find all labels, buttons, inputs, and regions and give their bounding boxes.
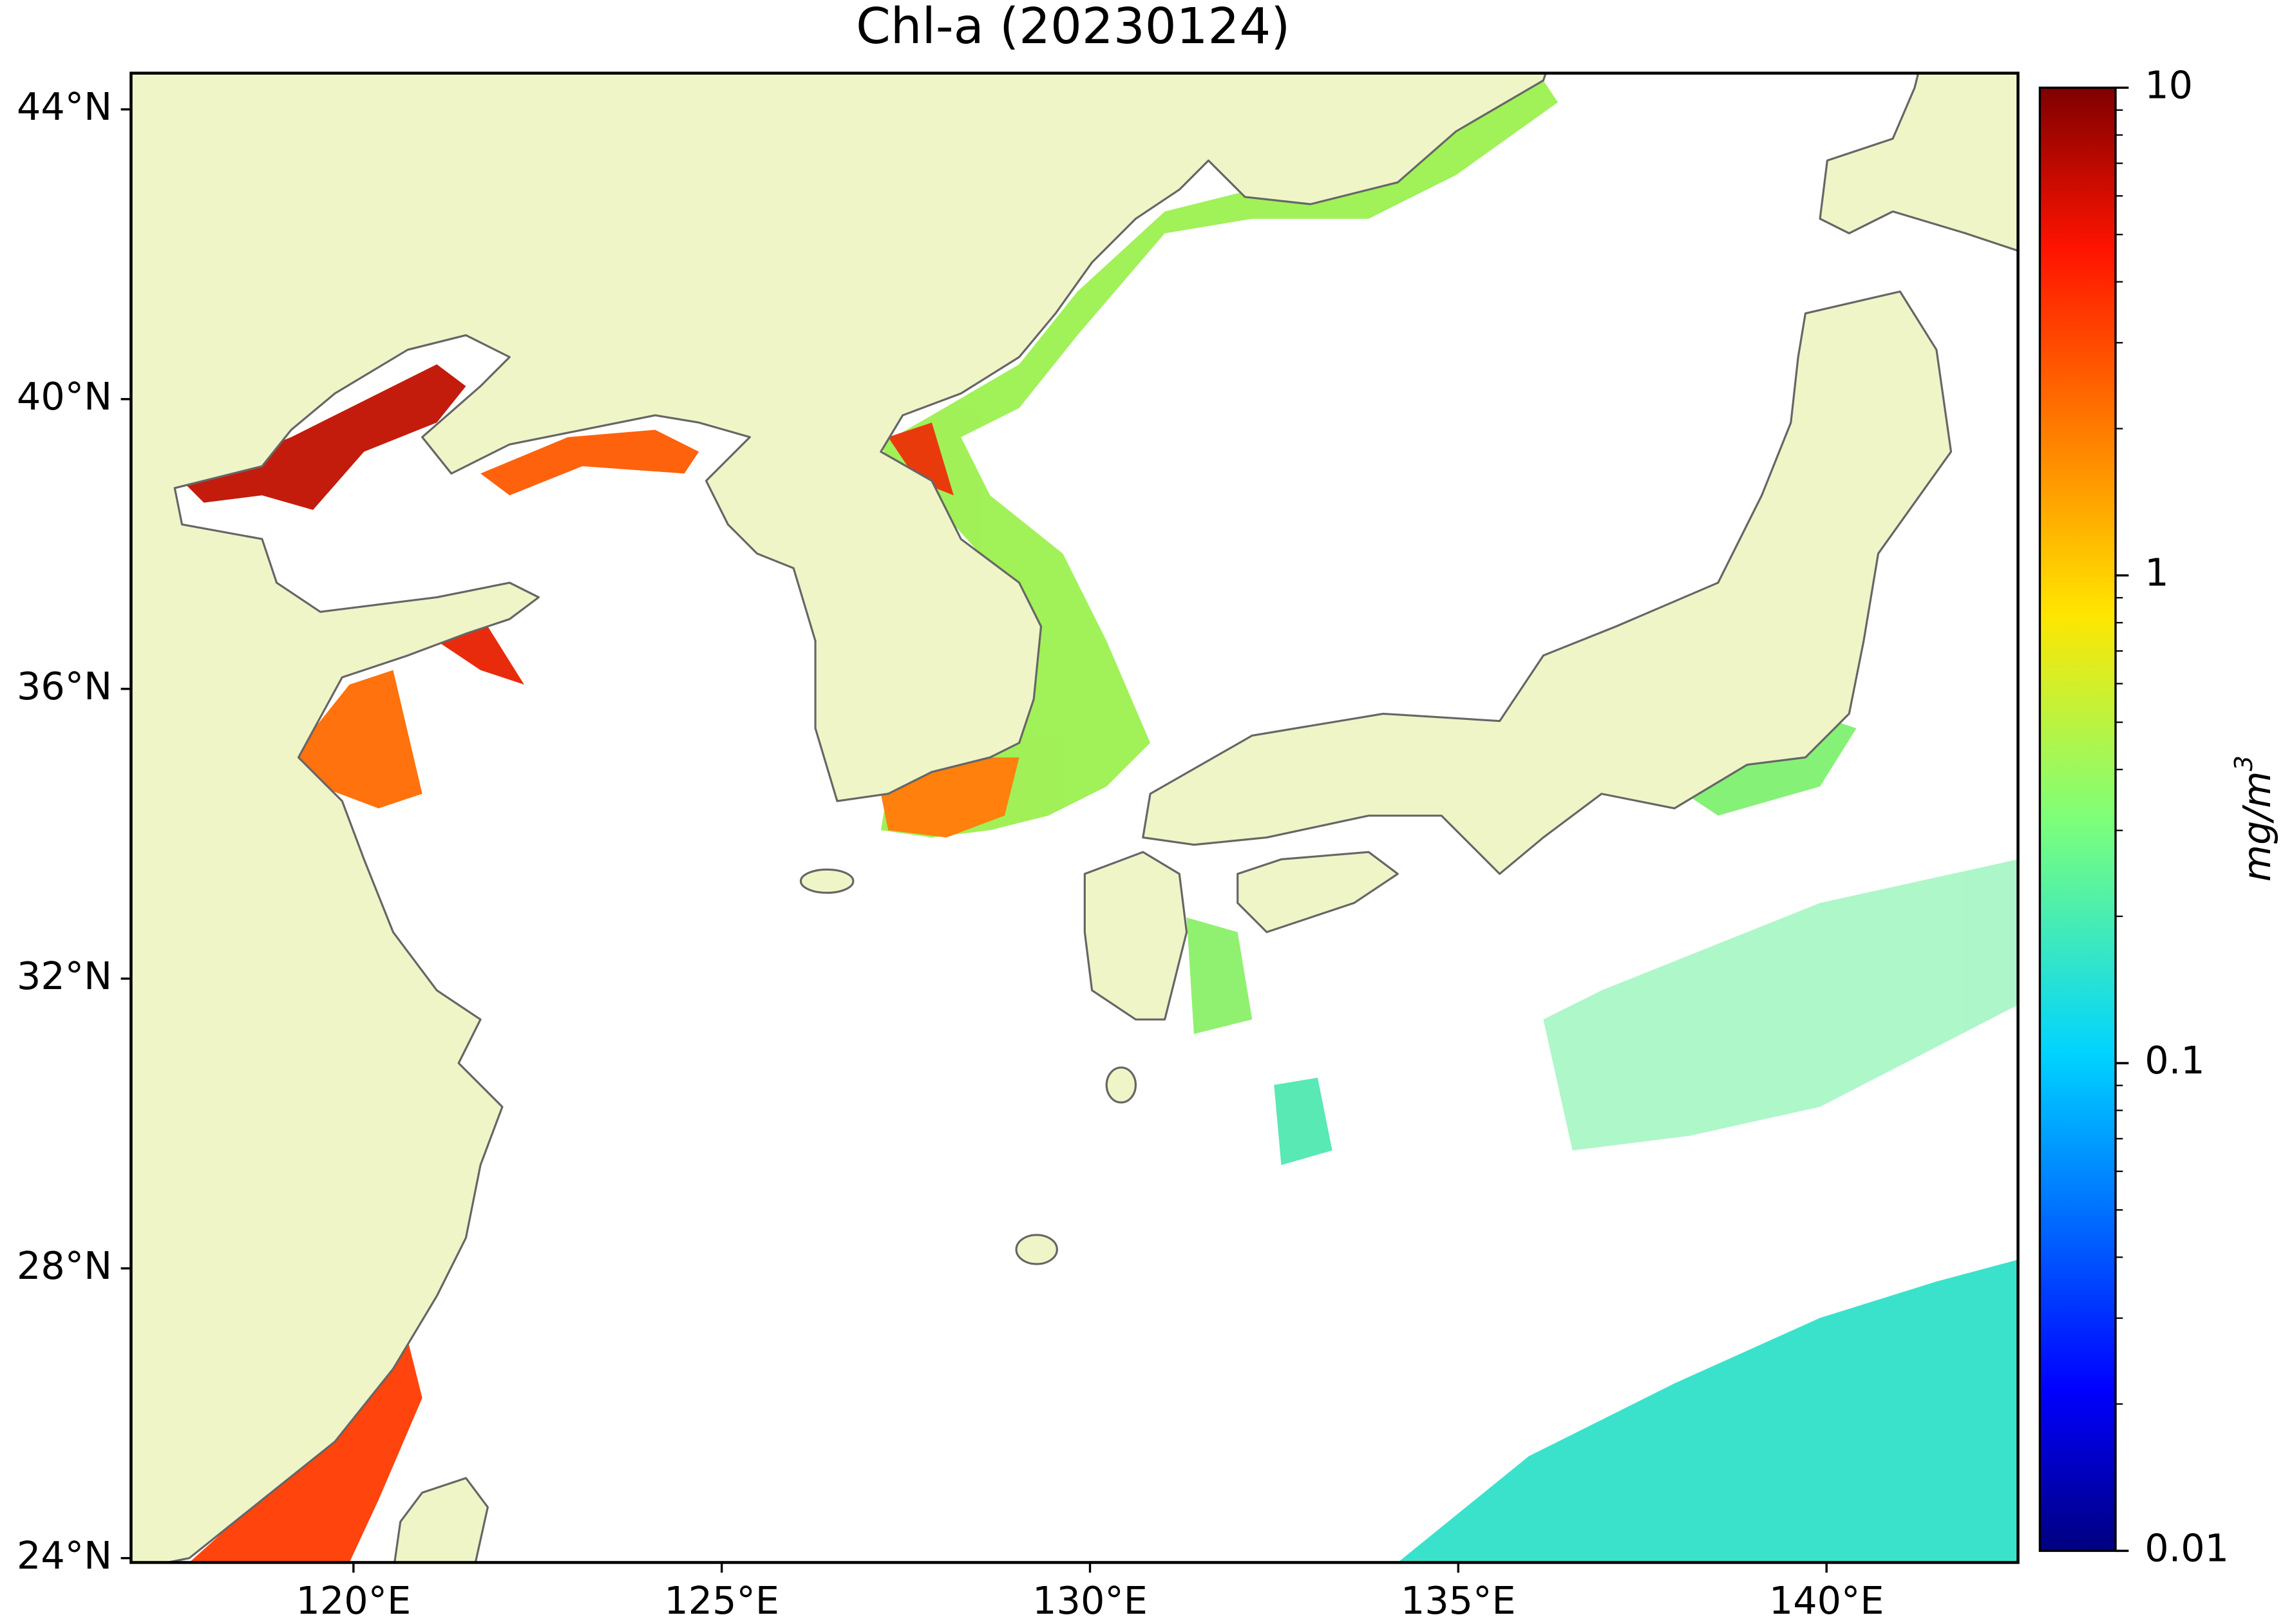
land-shikoku — [1236, 851, 1399, 934]
land-island — [1105, 1066, 1137, 1104]
colorbar-tick-label: 10 — [2145, 62, 2193, 107]
chl-patch — [880, 80, 1558, 838]
land-mainland — [131, 73, 1547, 1563]
chl-patch — [1274, 1077, 1332, 1166]
colorbar — [2038, 86, 2117, 1553]
y-tick-label: 28°N — [17, 1243, 112, 1288]
y-tick-label: 24°N — [17, 1533, 112, 1578]
x-tick-label: 125°E — [664, 1578, 779, 1623]
y-tick-label: 36°N — [17, 664, 112, 708]
chl-patch — [880, 757, 1019, 838]
y-tick-label: 44°N — [17, 84, 112, 129]
land-kyushu — [1083, 851, 1188, 1021]
chl-patch — [480, 430, 699, 496]
x-tick-label: 120°E — [296, 1578, 412, 1623]
chl-patch — [182, 364, 466, 510]
x-tick-label: 135°E — [1401, 1578, 1516, 1623]
colorbar-tick-label: 0.01 — [2145, 1525, 2229, 1570]
colorbar-tick-label: 1 — [2145, 551, 2168, 595]
map-title: Chl-a (20230124) — [856, 0, 1290, 55]
y-tick-label: 40°N — [17, 374, 112, 419]
chl-patch — [1543, 859, 2018, 1151]
axes: 120°E 125°E 130°E 135°E 140°E 24°N 28°N 32°N 36°… — [17, 84, 1884, 1623]
colorbar-label-exponent: 3 — [2230, 755, 2259, 771]
map-area — [131, 73, 2018, 1563]
x-tick-label: 130°E — [1032, 1578, 1148, 1623]
chl-patch — [291, 670, 422, 809]
colorbar-axis: 0.01 0.1 1 10 — [2116, 62, 2229, 1571]
chl-patch — [1397, 1260, 2018, 1563]
land-taiwan — [393, 1477, 489, 1563]
colorbar-label-base: mg/m — [2235, 771, 2279, 882]
land-island — [1015, 1234, 1058, 1265]
x-tick-label: 140°E — [1769, 1578, 1884, 1623]
colorbar-label: mg/m3 — [2230, 755, 2279, 882]
chl-patch — [1186, 917, 1253, 1034]
chl-patch — [437, 626, 524, 685]
colorbar-tick-label: 0.1 — [2145, 1038, 2204, 1082]
map-frame — [129, 71, 2020, 1564]
land-hokkaido — [1819, 73, 2018, 252]
land-honshu — [1142, 290, 1953, 875]
land-jeju — [799, 868, 855, 894]
y-tick-label: 32°N — [17, 954, 112, 998]
chl-patch — [888, 422, 954, 496]
chl-patches — [182, 80, 2018, 1563]
